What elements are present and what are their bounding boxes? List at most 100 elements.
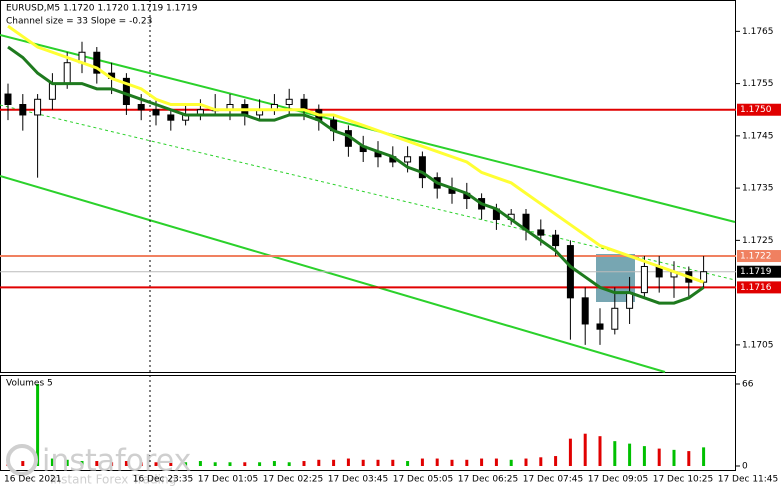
moving-average: [7, 45, 705, 305]
candle-body: [611, 307, 619, 330]
volume-bar: [450, 459, 454, 466]
level-label: 1.1750: [740, 105, 772, 115]
candle-body: [700, 271, 708, 283]
volume-bar: [258, 462, 262, 466]
volume-bar: [198, 461, 202, 466]
candle-body: [152, 109, 160, 116]
volume-bar: [21, 461, 25, 466]
volume-bar: [376, 459, 380, 466]
volume-bar: [494, 458, 498, 466]
volume-bar: [154, 462, 158, 466]
volume-bar: [243, 462, 247, 466]
volume-bar: [657, 448, 661, 466]
y-tick-label: 1.1745: [742, 131, 774, 141]
volume-bar: [65, 459, 69, 466]
candle-body: [19, 104, 27, 116]
volume-bar: [80, 461, 84, 466]
watermark: instaforex Instant Forex Trading: [6, 444, 191, 487]
x-tick-label: 17 Dec 05:05: [393, 475, 454, 485]
y-tick-label: 1.1725: [742, 236, 774, 246]
x-tick-label: 17 Dec 07:45: [523, 475, 584, 485]
channel-lower: [0, 175, 666, 373]
x-tick-label: 17 Dec 10:25: [653, 475, 714, 485]
candle-body: [93, 51, 101, 74]
candle-body: [596, 323, 604, 330]
x-tick-label: 17 Dec 03:45: [328, 475, 389, 485]
x-tick-label: 17 Dec 02:25: [263, 475, 324, 485]
x-tick-label: 17 Dec 01:05: [198, 475, 259, 485]
candle-body: [552, 234, 560, 247]
volume-title: Volumes 5: [6, 379, 53, 389]
price-panel: [0, 0, 736, 373]
volume-bar: [139, 462, 143, 466]
volume-bar: [36, 384, 40, 466]
volume-bar: [539, 457, 543, 466]
candle-body: [34, 98, 42, 116]
y-tick-label: 1.1735: [742, 184, 774, 194]
volume-bar: [554, 456, 558, 466]
level-label: 1.1719: [740, 267, 772, 277]
volume-bar: [568, 438, 572, 466]
volume-bar: [332, 459, 336, 466]
candle-body: [48, 83, 56, 100]
y-tick-label: 1.1705: [742, 340, 774, 350]
volume-bar: [184, 462, 188, 466]
volume-bar: [95, 461, 99, 466]
candle-body: [640, 265, 648, 294]
level-tag: [737, 250, 781, 263]
volume-bar: [287, 462, 291, 466]
volume-bar: [702, 447, 706, 466]
candle-body: [4, 93, 12, 106]
candle-body: [137, 104, 145, 111]
x-tick-label: 17 Dec 06:25: [458, 475, 519, 485]
volume-bar: [642, 446, 646, 466]
volume-bar: [317, 459, 321, 466]
volume-bar: [50, 458, 54, 466]
candle-body: [418, 156, 426, 179]
y-tick-label: 1.1765: [742, 27, 774, 37]
chart-title: EURUSD,M5 1.1720 1.1720 1.1719 1.1719: [6, 4, 198, 14]
volume-bar: [213, 462, 217, 466]
x-tick-label: 16 Dec 23:35: [133, 475, 194, 485]
chart-subtitle: Channel size = 33 Slope = -0.23: [6, 17, 152, 27]
volume-bar: [480, 458, 484, 466]
candle-body: [167, 114, 175, 121]
candle-body: [285, 98, 293, 106]
volume-bar: [228, 462, 232, 466]
volume-bar: [110, 462, 114, 466]
candle-body: [63, 62, 71, 85]
volume-bar: [406, 461, 410, 466]
candle-body: [626, 292, 634, 309]
volume-bar: [628, 443, 632, 466]
moving-average: [7, 24, 705, 284]
volume-bar: [598, 436, 602, 466]
volume-bar: [302, 461, 306, 466]
volume-bar: [613, 441, 617, 466]
x-tick-label: 16 Dec 2021: [4, 475, 62, 485]
x-tick-label: 17 Dec 11:45: [718, 475, 779, 485]
volume-bar: [420, 458, 424, 466]
volume-bar: [509, 459, 513, 466]
volume-bar: [583, 433, 587, 466]
y-tick-label: 0: [742, 462, 748, 472]
candle-body: [566, 245, 574, 299]
volume-bar: [346, 458, 350, 466]
candle-body: [537, 229, 545, 236]
volume-bar: [391, 459, 395, 466]
candle-body: [404, 156, 412, 163]
tagline: Instant Forex Trading: [50, 473, 176, 487]
volume-bar: [524, 458, 528, 466]
brand: instaforex: [42, 444, 191, 479]
volume-bar: [465, 459, 469, 466]
candle-body: [581, 297, 589, 325]
volume-bar: [272, 461, 276, 466]
volume-panel: [0, 375, 736, 471]
volume-bar: [361, 459, 365, 466]
candle-body: [300, 98, 308, 111]
level-label: 1.1722: [740, 252, 772, 262]
volume-bar: [672, 449, 676, 466]
x-tick-label: 17 Dec 09:05: [588, 475, 649, 485]
logo: [6, 444, 38, 476]
